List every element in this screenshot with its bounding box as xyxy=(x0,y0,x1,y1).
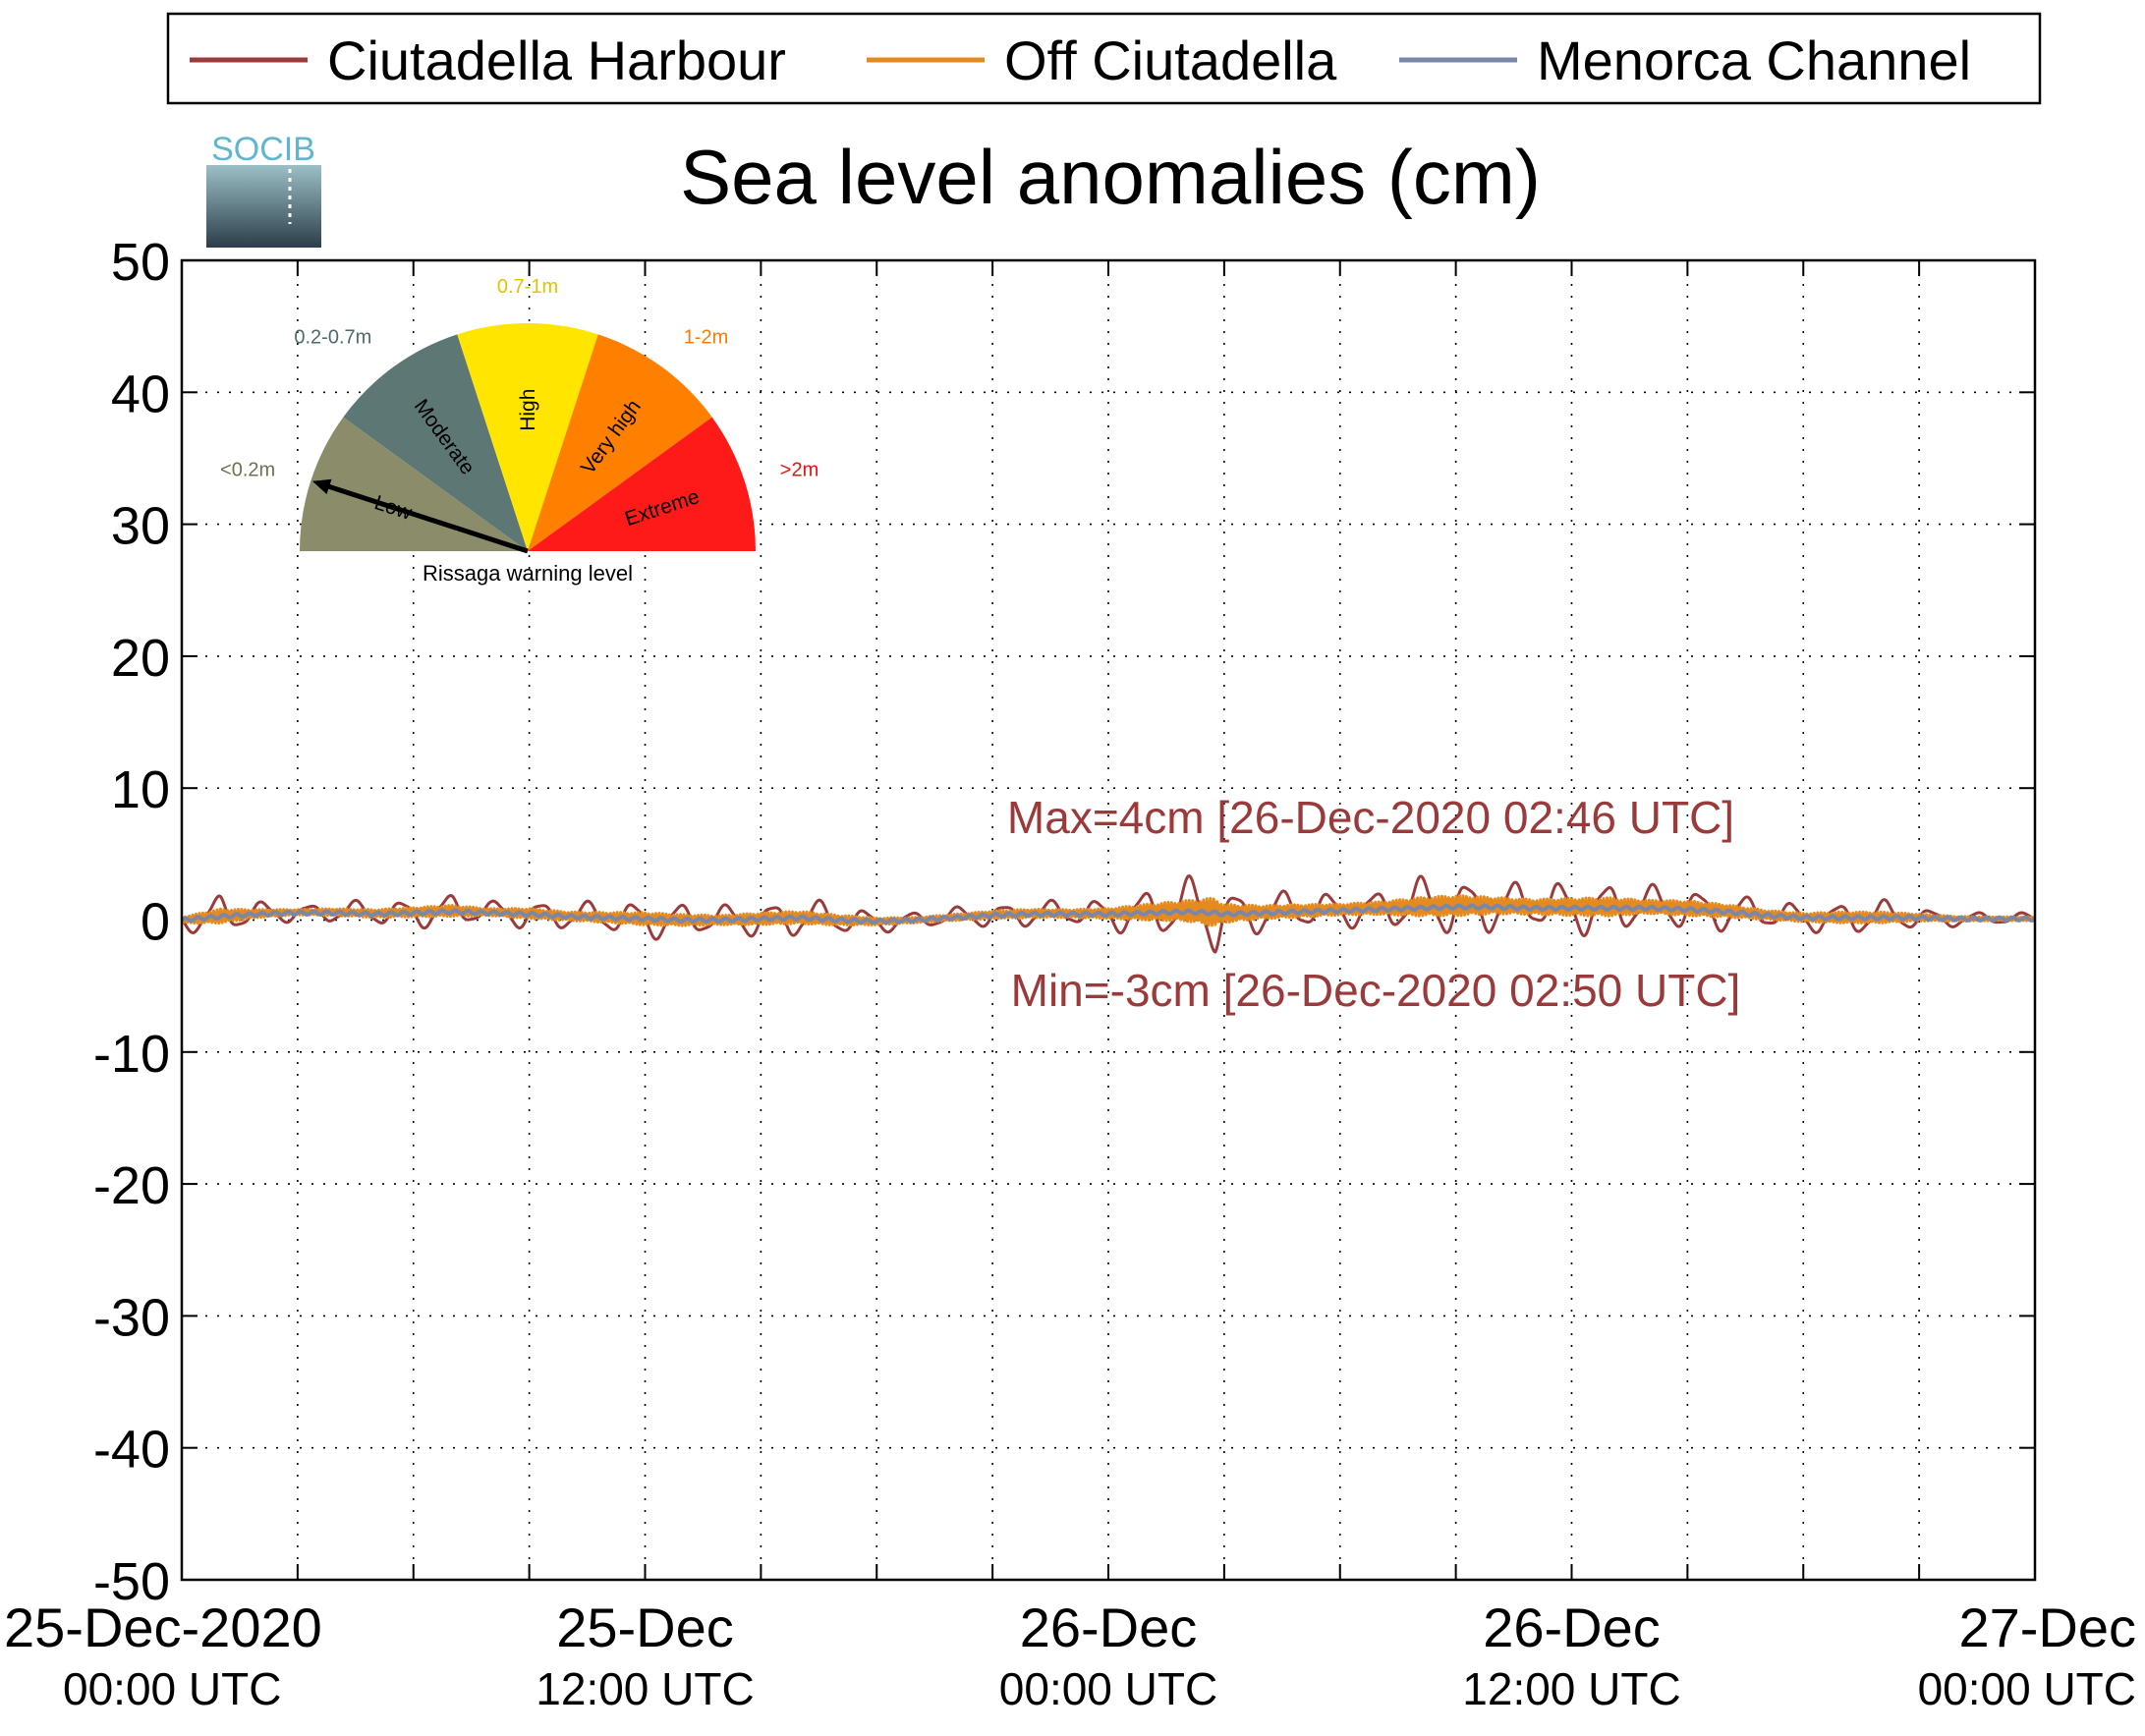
legend: Ciutadella Harbour Off Ciutadella Menorc… xyxy=(166,12,2042,105)
gauge-segment-extreme xyxy=(528,417,756,551)
plot-frame xyxy=(180,258,2037,1582)
logo-gradient xyxy=(206,165,321,248)
annotation-min: Min=-3cm [26-Dec-2020 02:50 UTC] xyxy=(1011,965,1741,1016)
y-tick-label: -30 xyxy=(93,1288,170,1347)
gauge-segment-very-high xyxy=(528,334,712,551)
y-tick-label: -20 xyxy=(93,1156,170,1215)
gauge-range-very-high: 1-2m xyxy=(684,327,729,349)
x-tick-label-date: 26-Dec xyxy=(1020,1596,1198,1658)
logo-text: SOCIB xyxy=(211,131,315,168)
y-tick-label: 0 xyxy=(141,893,170,952)
gauge-range-low: <0.2m xyxy=(220,460,275,481)
x-tick-label-date: 27-Dec xyxy=(1958,1596,2136,1658)
y-tick-label: 30 xyxy=(111,497,170,556)
gauge-needle-head xyxy=(311,478,332,494)
legend-label-off: Off Ciutadella xyxy=(1004,29,1337,91)
x-tick-label-time: 00:00 UTC xyxy=(1918,1663,2136,1714)
annotations: Max=4cm [26-Dec-2020 02:46 UTC] Min=-3cm … xyxy=(1007,792,1740,1016)
socib-logo: SOCIB xyxy=(206,131,321,248)
legend-label-channel: Menorca Channel xyxy=(1537,29,1971,91)
series-line-off-ciutadella xyxy=(180,894,2037,927)
x-tick-label-time: 12:00 UTC xyxy=(1462,1663,1680,1714)
x-tick-label-time: 12:00 UTC xyxy=(536,1663,754,1714)
gauge-needle xyxy=(320,481,529,554)
y-tick-label: 50 xyxy=(111,233,170,292)
x-tick-label-date: 25-Dec-2020 xyxy=(4,1596,322,1658)
series-line-menorca-channel xyxy=(180,903,2037,925)
series-layer xyxy=(180,874,2037,954)
x-tick-label-date: 25-Dec xyxy=(556,1596,734,1658)
gauge-range-high: 0.7-1m xyxy=(497,276,558,298)
y-tick-label: -40 xyxy=(93,1421,170,1480)
gauge-range-moderate: 0.2-0.7m xyxy=(294,327,371,349)
legend-box xyxy=(166,12,2042,105)
y-tick-label: 10 xyxy=(111,760,170,819)
gauge-range-extreme: >2m xyxy=(780,460,818,481)
gauge-caption: Rissaga warning level xyxy=(423,561,633,586)
gauge-segment-low xyxy=(300,417,528,551)
annotation-max: Max=4cm [26-Dec-2020 02:46 UTC] xyxy=(1007,792,1734,843)
y-tick-label: -10 xyxy=(93,1025,170,1084)
gauge-label-high: High xyxy=(517,389,539,431)
x-tick-label-time: 00:00 UTC xyxy=(999,1663,1217,1714)
legend-label-harbour: Ciutadella Harbour xyxy=(327,29,786,91)
x-tick-label-time: 00:00 UTC xyxy=(63,1663,281,1714)
y-tick-label: -50 xyxy=(93,1552,170,1611)
y-axis: 50 40 30 20 10 0 -10 -20 -30 -40 -50 xyxy=(93,233,2035,1611)
x-tick-label-date: 26-Dec xyxy=(1483,1596,1661,1658)
y-tick-label: 40 xyxy=(111,364,170,423)
gauge-segment-high xyxy=(457,322,598,551)
gauge-segment-moderate xyxy=(343,334,528,551)
y-tick-label: 20 xyxy=(111,629,170,688)
chart-title: Sea level anomalies (cm) xyxy=(680,134,1541,220)
